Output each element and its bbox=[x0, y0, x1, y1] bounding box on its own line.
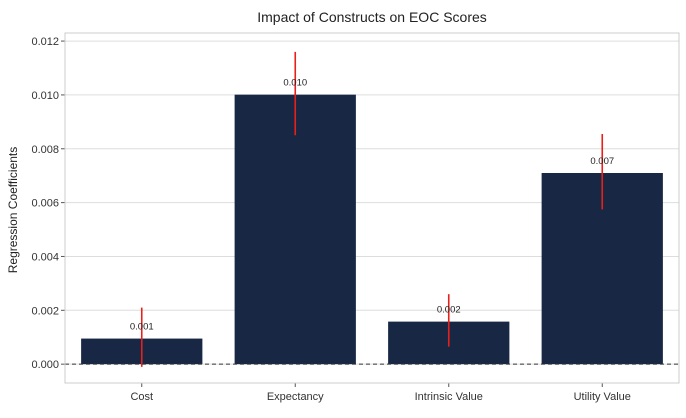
x-tick-label: Expectancy bbox=[267, 391, 324, 403]
x-tick-label: Utility Value bbox=[574, 391, 631, 403]
data-label: 0.010 bbox=[283, 78, 307, 89]
y-tick-label: 0.012 bbox=[31, 36, 59, 48]
x-axis-ticks: Cost Expectancy Intrinsic Value Utility Val… bbox=[130, 383, 631, 403]
y-tick-label: 0.010 bbox=[31, 90, 59, 102]
error-bars bbox=[65, 51, 679, 367]
bar bbox=[234, 94, 356, 365]
data-label: 0.007 bbox=[590, 156, 614, 167]
x-tick-label: Intrinsic Value bbox=[415, 391, 483, 403]
data-label: 0.002 bbox=[437, 305, 461, 316]
plot-frame bbox=[64, 32, 680, 384]
y-tick-label: 0.006 bbox=[31, 198, 59, 210]
y-tick-label: 0.008 bbox=[31, 144, 59, 156]
chart-title: Impact of Constructs on EOC Scores bbox=[257, 9, 487, 25]
y-axis-label: Regression Coefficients bbox=[6, 147, 20, 274]
y-tick-label: 0.002 bbox=[31, 305, 59, 317]
x-tick-label: Cost bbox=[130, 391, 153, 403]
data-label: 0.001 bbox=[130, 322, 154, 333]
y-axis-ticks: 0.000 0.002 0.004 0.006 0.008 0.010 0.012 bbox=[31, 36, 65, 371]
y-tick-label: 0.004 bbox=[31, 251, 59, 263]
y-tick-label: 0.000 bbox=[31, 359, 59, 371]
data-labels: 0.001 0.010 0.002 0.007 bbox=[130, 78, 614, 333]
